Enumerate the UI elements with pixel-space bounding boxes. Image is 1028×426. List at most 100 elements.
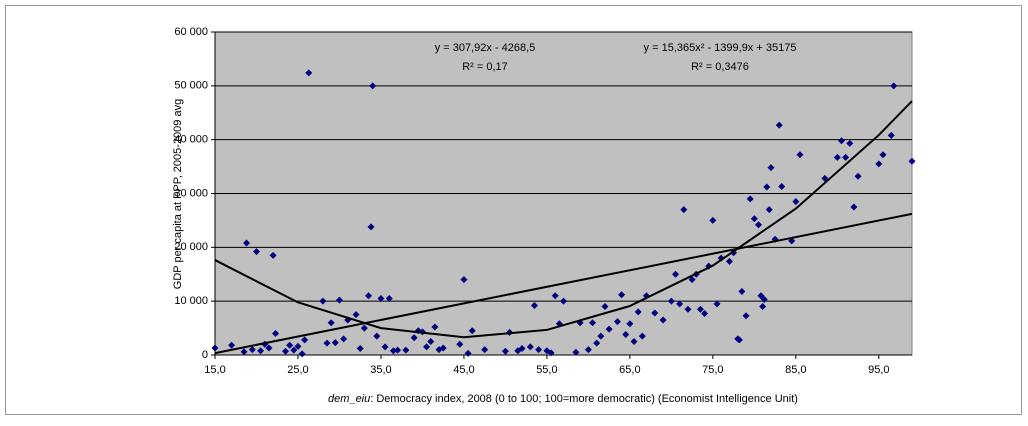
point — [551, 292, 559, 300]
point — [385, 294, 393, 302]
point — [402, 346, 410, 354]
point — [427, 338, 435, 346]
point — [367, 223, 375, 231]
point — [518, 345, 526, 353]
trend-equation: y = 15,365x² - 1399,9x + 35175 — [644, 42, 797, 54]
point — [228, 341, 236, 349]
point — [547, 349, 555, 357]
point — [327, 319, 335, 327]
point — [305, 69, 313, 77]
point — [248, 346, 256, 354]
point — [526, 343, 534, 351]
point — [572, 348, 580, 356]
point — [622, 331, 630, 339]
point — [282, 347, 290, 355]
point — [765, 206, 773, 214]
point — [887, 131, 895, 139]
x-tick-label: 55,0 — [536, 364, 557, 376]
point — [584, 346, 592, 354]
point — [667, 297, 675, 305]
point — [286, 341, 294, 349]
point — [854, 172, 862, 180]
point — [298, 350, 306, 358]
point — [696, 305, 704, 313]
point — [356, 345, 364, 353]
point — [456, 340, 464, 348]
point — [760, 296, 768, 304]
point — [593, 339, 601, 347]
point — [331, 339, 339, 347]
point — [879, 151, 887, 159]
y-tick-label: 50 000 — [174, 80, 208, 92]
trend-line — [214, 212, 913, 355]
point — [709, 216, 717, 224]
point — [464, 349, 472, 357]
point — [439, 344, 447, 352]
point — [335, 296, 343, 304]
point — [778, 183, 786, 191]
x-tick-label: 75,0 — [702, 364, 723, 376]
point — [211, 344, 219, 352]
point — [875, 160, 883, 168]
y-tick-label: 0 — [202, 349, 208, 361]
trend-r2: R² = 0,3476 — [691, 61, 749, 73]
point — [701, 310, 709, 318]
point — [323, 339, 331, 347]
point — [601, 303, 609, 311]
point — [373, 332, 381, 340]
x-tick-label: 95,0 — [868, 364, 889, 376]
y-tick-label: 60 000 — [174, 26, 208, 38]
point — [319, 297, 327, 305]
point — [750, 215, 758, 223]
x-tick-label: 15,0 — [204, 364, 225, 376]
point — [684, 305, 692, 313]
point — [240, 348, 248, 356]
point — [460, 276, 468, 284]
point — [613, 318, 621, 326]
y-tick-label: 10 000 — [174, 295, 208, 307]
point — [672, 270, 680, 278]
point — [535, 346, 543, 354]
point — [754, 221, 762, 229]
point — [757, 292, 765, 300]
point — [767, 164, 775, 172]
point — [265, 344, 273, 352]
x-axis-desc: : Democracy index, 2008 (0 to 100; 100=m… — [370, 393, 798, 405]
point — [837, 137, 845, 145]
point — [846, 139, 854, 147]
point — [759, 303, 767, 311]
x-axis-label: dem_eiu: Democracy index, 2008 (0 to 100… — [328, 393, 798, 405]
point — [638, 332, 646, 340]
x-tick-label: 25,0 — [287, 364, 308, 376]
point — [634, 308, 642, 316]
point — [294, 342, 302, 350]
point — [389, 347, 397, 355]
point — [369, 82, 377, 90]
point — [676, 300, 684, 308]
point — [589, 319, 597, 327]
point — [605, 325, 613, 333]
point — [651, 309, 659, 317]
point — [763, 183, 771, 191]
trend-r2: R² = 0,17 — [462, 61, 508, 73]
point — [423, 343, 431, 351]
point — [272, 329, 280, 337]
y-tick-label: 30 000 — [174, 187, 208, 199]
x-tick-label: 45,0 — [453, 364, 474, 376]
x-tick-label: 35,0 — [370, 364, 391, 376]
point — [560, 297, 567, 305]
point — [365, 292, 373, 300]
point — [659, 316, 667, 324]
point — [738, 287, 746, 295]
point — [243, 239, 251, 247]
x-axis-var: dem_eiu — [328, 393, 370, 405]
y-tick-label: 20 000 — [174, 241, 208, 253]
point — [501, 347, 509, 355]
x-tick-label: 85,0 — [785, 364, 806, 376]
point — [618, 291, 626, 299]
y-tick-label: 40 000 — [174, 134, 208, 146]
point — [908, 157, 916, 165]
point — [468, 327, 476, 335]
point — [626, 320, 634, 328]
